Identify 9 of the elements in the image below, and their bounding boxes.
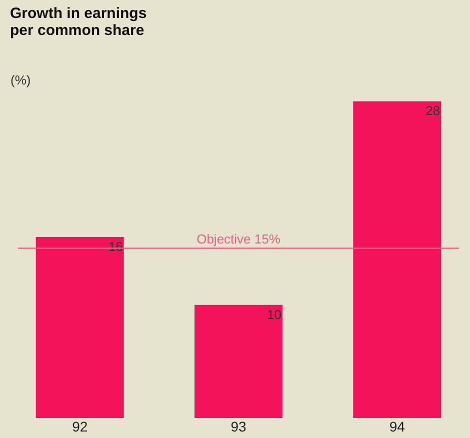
y-axis-title: (%)	[10, 72, 31, 88]
x-tick-label: 94	[389, 418, 406, 434]
data-label: 28	[426, 103, 440, 118]
ref-line-label: Objective 15%	[196, 231, 281, 246]
data-label: 10	[267, 306, 282, 322]
x-tick-label: 93	[230, 418, 246, 434]
x-tick-label: 92	[72, 418, 88, 434]
chart-title: Growth in earnings per common share	[10, 5, 147, 39]
data-label: 16	[108, 238, 123, 254]
